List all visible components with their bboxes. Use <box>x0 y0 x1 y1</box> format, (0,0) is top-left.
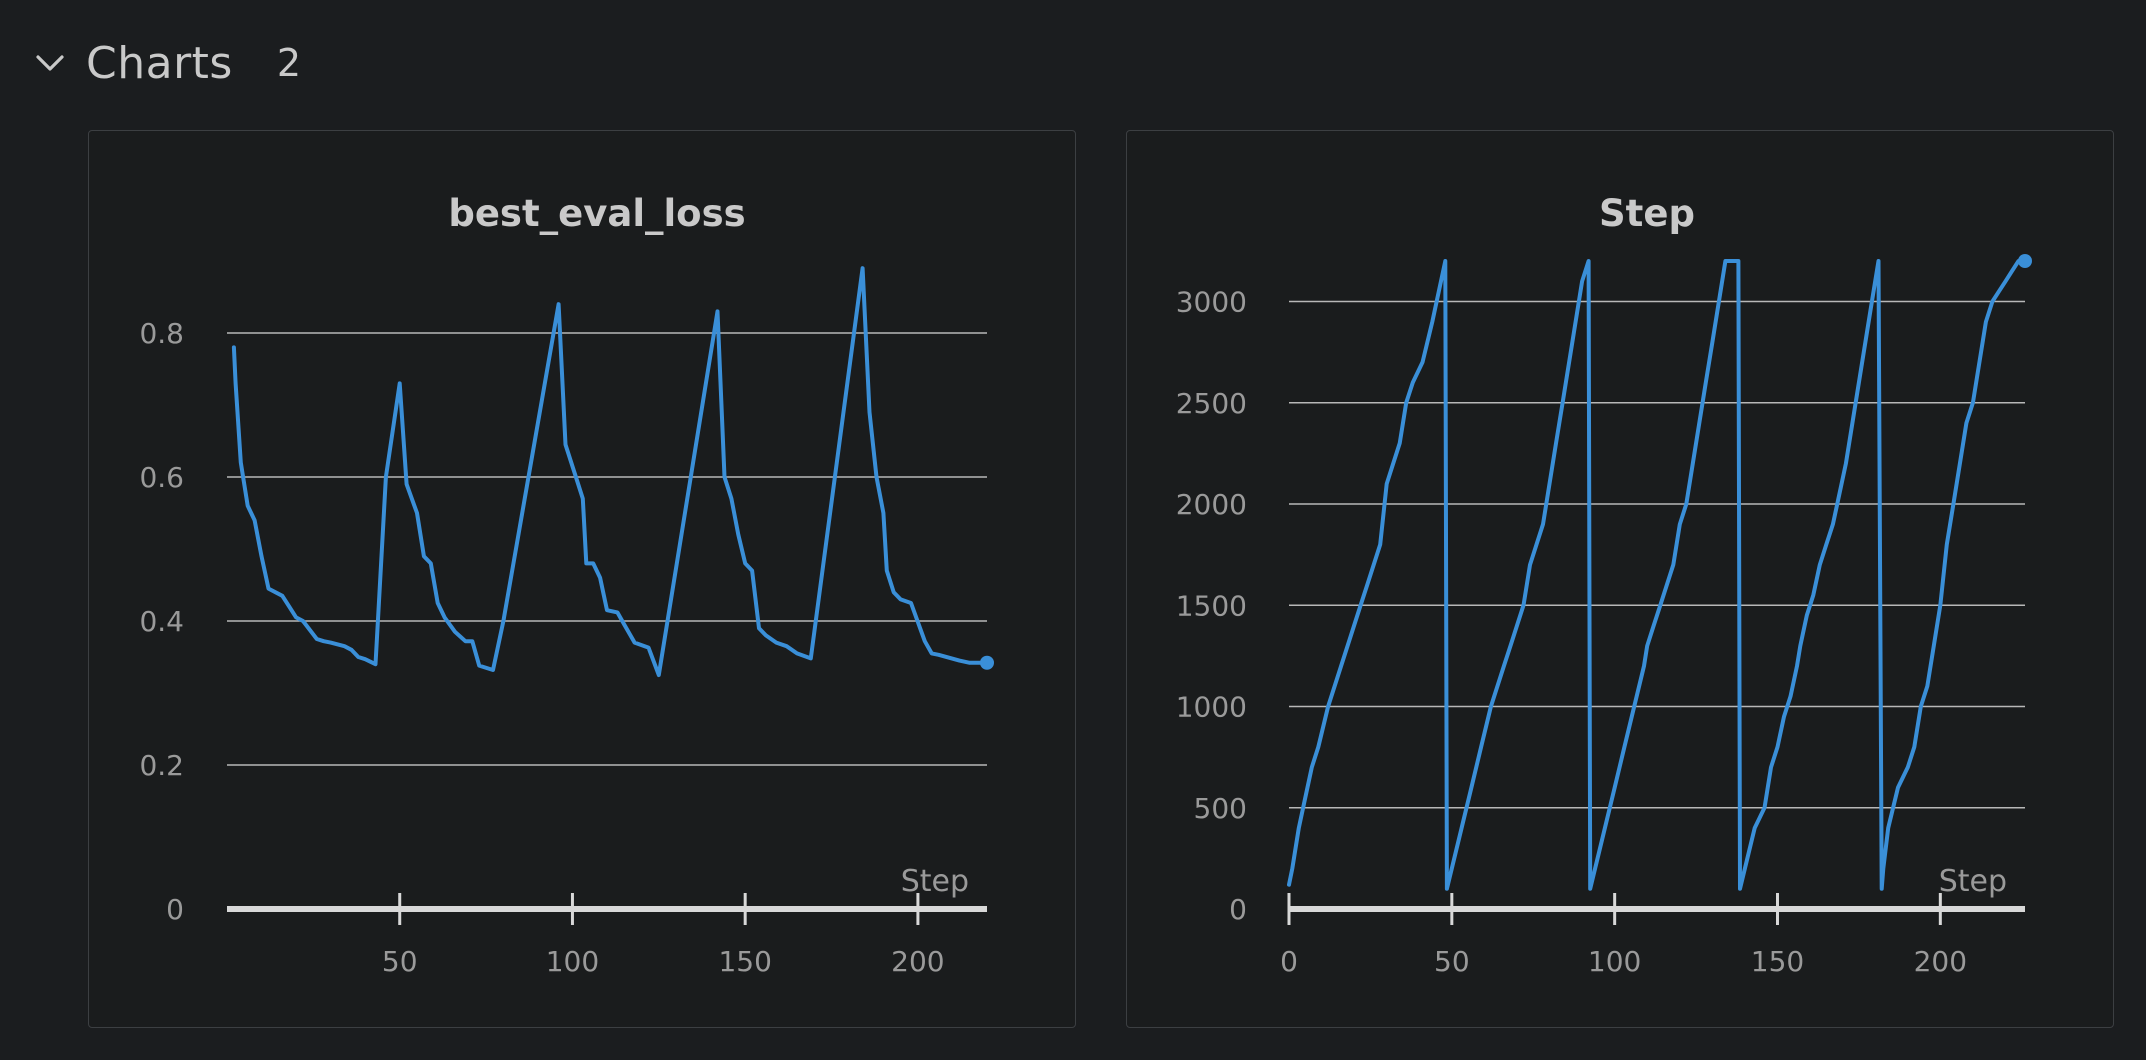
section-title: Charts <box>86 37 233 89</box>
x-tick-label: 50 <box>1434 945 1470 978</box>
y-tick-label: 1000 <box>1176 691 1247 724</box>
chart-panel-step[interactable]: Step 0 500 1000 1500 2000 2500 3000 0 50 100 150 200… <box>1126 130 2114 1028</box>
x-tick-label: 100 <box>1588 945 1641 978</box>
y-tick-label: 0.4 <box>139 605 184 638</box>
section-header[interactable]: Charts 2 <box>28 30 301 96</box>
series-endpoint-marker <box>2018 254 2032 268</box>
line-chart-step: Step 0 500 1000 1500 2000 2500 3000 0 50 100 150 200… <box>1176 192 2032 978</box>
line-chart-best-eval-loss: best_eval_loss 0 0.2 0.4 0.6 0.8 50 100 150 200 St… <box>139 192 994 978</box>
x-tick-label: 200 <box>891 945 944 978</box>
x-axis-label: Step <box>901 864 969 899</box>
x-tick-label: 200 <box>1914 945 1967 978</box>
chart-title: best_eval_loss <box>448 192 745 235</box>
x-tick-label: 150 <box>718 945 771 978</box>
y-tick-label: 2500 <box>1176 387 1247 420</box>
section-count: 2 <box>276 41 302 85</box>
x-tick-label: 50 <box>382 945 418 978</box>
y-tick-label: 3000 <box>1176 286 1247 319</box>
y-tick-label: 2000 <box>1176 488 1247 521</box>
y-tick-label: 0 <box>1229 893 1247 926</box>
y-tick-label: 0.6 <box>139 461 184 494</box>
x-tick-label: 150 <box>1751 945 1804 978</box>
chart-panel-best-eval-loss[interactable]: best_eval_loss 0 0.2 0.4 0.6 0.8 50 100 150 200 St… <box>88 130 1076 1028</box>
series-line <box>231 266 989 677</box>
chevron-down-icon[interactable] <box>28 41 72 85</box>
series-endpoint-marker <box>980 655 994 670</box>
y-tick-label: 500 <box>1194 792 1247 825</box>
x-tick-label: 0 <box>1280 945 1298 978</box>
chart-title: Step <box>1599 192 1695 235</box>
x-tick-label: 100 <box>546 945 599 978</box>
y-tick-label: 0 <box>166 893 184 926</box>
y-tick-label: 0.8 <box>139 317 184 350</box>
y-tick-label: 1500 <box>1176 589 1247 622</box>
y-tick-label: 0.2 <box>139 749 184 782</box>
x-axis-label: Step <box>1939 864 2007 899</box>
series-line <box>1287 259 2027 891</box>
